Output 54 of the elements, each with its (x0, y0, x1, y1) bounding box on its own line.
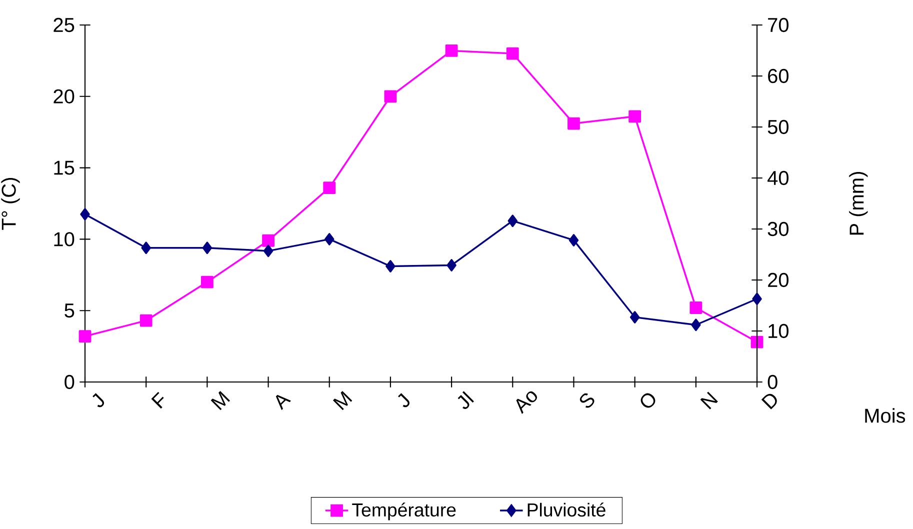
point (80, 208, 90, 220)
point (690, 302, 702, 314)
y2-tick-label: 0 (768, 374, 778, 390)
point (691, 318, 701, 332)
x-tick-label: J (92, 393, 104, 408)
point (78, 330, 92, 343)
legend-label: Pluviosité (528, 502, 606, 517)
point (200, 276, 214, 288)
point (630, 311, 640, 324)
x-tick-label: N (700, 392, 718, 410)
point (446, 259, 456, 272)
legend-label: Température (352, 502, 456, 520)
y-tick-label: 0 (64, 374, 74, 390)
point (202, 242, 212, 254)
x-tick-label: S (580, 393, 594, 408)
x-tick-label: M (210, 390, 230, 410)
x-tick-label: J (398, 393, 410, 408)
point (141, 242, 151, 254)
point (386, 260, 396, 272)
x-tick-label: F (151, 392, 164, 409)
y2-tick-label: 30 (768, 222, 789, 236)
point (568, 234, 579, 246)
point (323, 182, 336, 194)
point (445, 44, 458, 57)
x-axis-title: Mois (865, 408, 906, 423)
y-tick-label: 25 (54, 18, 74, 32)
y-tick-label: 5 (64, 304, 74, 318)
point (140, 314, 152, 327)
y-tick-label: 10 (54, 232, 74, 246)
point (384, 90, 397, 103)
x-tick-label: O (640, 393, 656, 408)
point (262, 234, 274, 247)
y-tick-label: 15 (54, 160, 74, 175)
x-tick-label: Jl (458, 391, 474, 410)
y2-tick-label: 10 (768, 324, 789, 338)
x-tick-label: Ao (516, 391, 538, 414)
y2-tick-label: 20 (768, 272, 789, 288)
y-tick-label: 20 (54, 89, 74, 104)
y2-tick-label: 60 (768, 68, 789, 84)
y-axis-title: T° (C) (1, 178, 20, 230)
point (508, 214, 518, 228)
y2-tick-label: 50 (768, 120, 789, 134)
y2-tick-label: 40 (768, 170, 789, 186)
point (263, 244, 274, 258)
point (506, 47, 519, 60)
y2-tick-label: 70 (768, 18, 789, 32)
x-tick-label: D (761, 394, 777, 410)
y2-axis-title: P (mm) (849, 172, 868, 235)
x-tick-label: A (276, 394, 292, 410)
point (628, 110, 642, 123)
x-tick-label: M (332, 390, 352, 410)
point (568, 117, 580, 130)
point (752, 292, 762, 306)
point (324, 232, 334, 246)
